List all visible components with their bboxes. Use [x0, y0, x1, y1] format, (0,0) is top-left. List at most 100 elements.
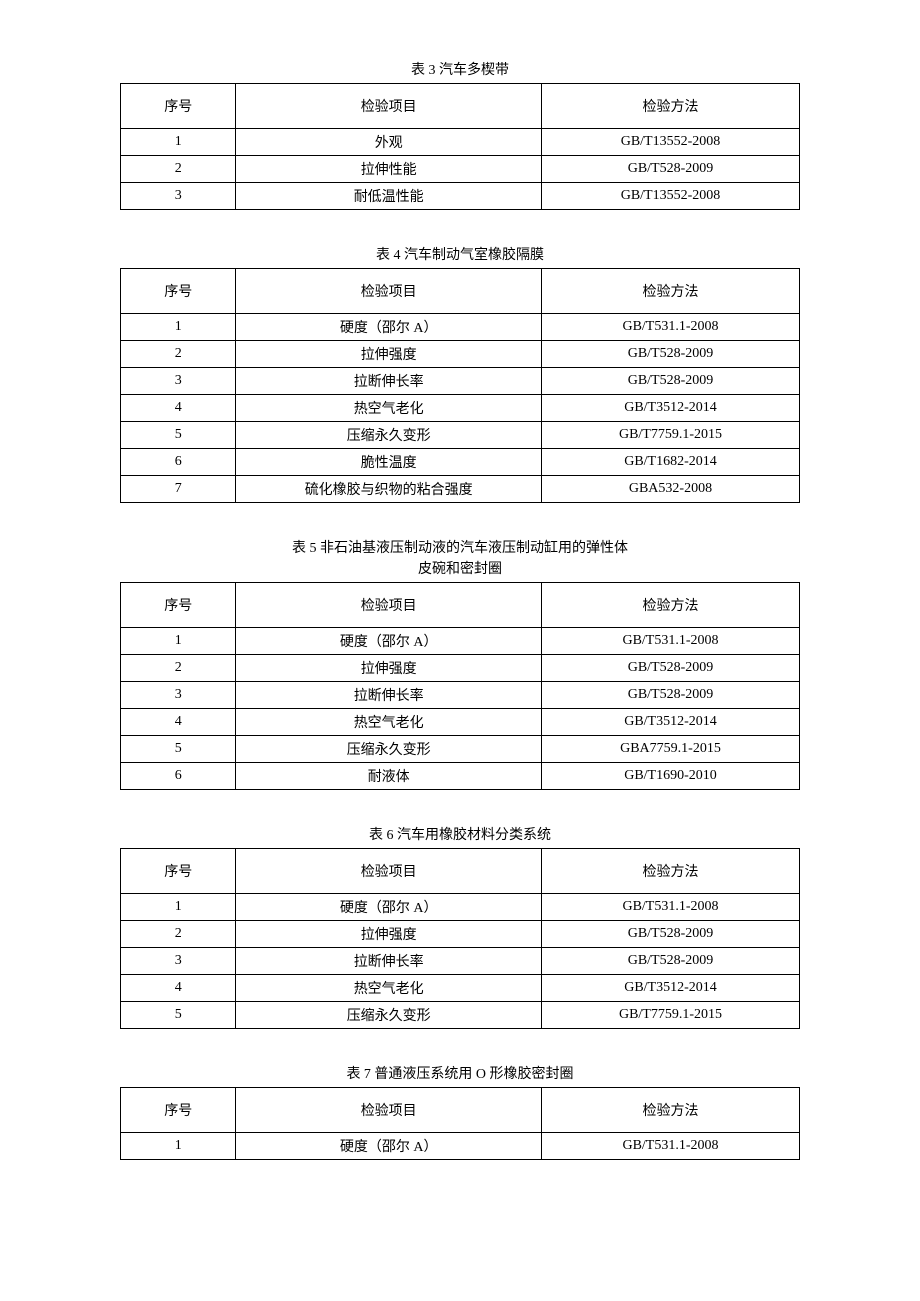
header-item: 检验项目: [236, 583, 542, 628]
table-row: 3拉断伸长率GB/T528-2009: [121, 368, 800, 395]
table-header-row: 序号检验项目检验方法: [121, 583, 800, 628]
cell-method: GB/T13552-2008: [541, 129, 799, 156]
cell-seq: 3: [121, 183, 236, 210]
cell-seq: 2: [121, 655, 236, 682]
cell-item: 拉断伸长率: [236, 368, 542, 395]
table-row: 2拉伸强度GB/T528-2009: [121, 341, 800, 368]
table-row: 1硬度（邵尔 A）GB/T531.1-2008: [121, 1133, 800, 1160]
cell-method: GB/T531.1-2008: [541, 314, 799, 341]
cell-item: 热空气老化: [236, 709, 542, 736]
table-header-row: 序号检验项目检验方法: [121, 1088, 800, 1133]
cell-method: GB/T531.1-2008: [541, 1133, 799, 1160]
table-header-row: 序号检验项目检验方法: [121, 849, 800, 894]
table-header-row: 序号检验项目检验方法: [121, 269, 800, 314]
cell-method: GB/T13552-2008: [541, 183, 799, 210]
cell-seq: 4: [121, 395, 236, 422]
cell-seq: 1: [121, 129, 236, 156]
table-row: 5压缩永久变形GBA7759.1-2015: [121, 736, 800, 763]
data-table: 序号检验项目检验方法1硬度（邵尔 A）GB/T531.1-2008: [120, 1087, 800, 1160]
cell-method: GB/T528-2009: [541, 655, 799, 682]
cell-item: 拉伸性能: [236, 156, 542, 183]
table-group-3: 表 6 汽车用橡胶材料分类系统序号检验项目检验方法1硬度（邵尔 A）GB/T53…: [120, 825, 800, 1029]
cell-seq: 7: [121, 476, 236, 503]
table-row: 6耐液体GB/T1690-2010: [121, 763, 800, 790]
cell-method: GB/T1682-2014: [541, 449, 799, 476]
cell-method: GB/T1690-2010: [541, 763, 799, 790]
table-row: 3耐低温性能GB/T13552-2008: [121, 183, 800, 210]
table-title: 表 3 汽车多楔带: [120, 60, 800, 81]
cell-seq: 5: [121, 422, 236, 449]
table-row: 5压缩永久变形GB/T7759.1-2015: [121, 1002, 800, 1029]
cell-item: 外观: [236, 129, 542, 156]
cell-item: 拉断伸长率: [236, 682, 542, 709]
cell-method: GB/T3512-2014: [541, 709, 799, 736]
header-method: 检验方法: [541, 1088, 799, 1133]
cell-item: 拉伸强度: [236, 341, 542, 368]
cell-seq: 5: [121, 1002, 236, 1029]
header-item: 检验项目: [236, 1088, 542, 1133]
table-header-row: 序号检验项目检验方法: [121, 84, 800, 129]
table-title: 表 4 汽车制动气室橡胶隔膜: [120, 245, 800, 266]
table-row: 2拉伸性能GB/T528-2009: [121, 156, 800, 183]
table-title: 表 7 普通液压系统用 O 形橡胶密封圈: [120, 1064, 800, 1085]
header-method: 检验方法: [541, 269, 799, 314]
data-table: 序号检验项目检验方法1外观GB/T13552-20082拉伸性能GB/T528-…: [120, 83, 800, 210]
table-group-4: 表 7 普通液压系统用 O 形橡胶密封圈序号检验项目检验方法1硬度（邵尔 A）G…: [120, 1064, 800, 1160]
table-row: 1硬度（邵尔 A）GB/T531.1-2008: [121, 628, 800, 655]
table-row: 1外观GB/T13552-2008: [121, 129, 800, 156]
table-row: 6脆性温度GB/T1682-2014: [121, 449, 800, 476]
cell-seq: 2: [121, 921, 236, 948]
cell-seq: 4: [121, 975, 236, 1002]
cell-item: 硬度（邵尔 A）: [236, 314, 542, 341]
cell-item: 硬度（邵尔 A）: [236, 894, 542, 921]
table-row: 3拉断伸长率GB/T528-2009: [121, 948, 800, 975]
table-row: 4热空气老化GB/T3512-2014: [121, 395, 800, 422]
header-seq: 序号: [121, 1088, 236, 1133]
header-method: 检验方法: [541, 84, 799, 129]
table-group-1: 表 4 汽车制动气室橡胶隔膜序号检验项目检验方法1硬度（邵尔 A）GB/T531…: [120, 245, 800, 503]
cell-method: GB/T3512-2014: [541, 975, 799, 1002]
cell-seq: 1: [121, 1133, 236, 1160]
header-item: 检验项目: [236, 849, 542, 894]
cell-item: 热空气老化: [236, 395, 542, 422]
data-table: 序号检验项目检验方法1硬度（邵尔 A）GB/T531.1-20082拉伸强度GB…: [120, 582, 800, 790]
cell-method: GBA532-2008: [541, 476, 799, 503]
cell-seq: 1: [121, 314, 236, 341]
cell-item: 耐低温性能: [236, 183, 542, 210]
header-seq: 序号: [121, 583, 236, 628]
cell-item: 拉断伸长率: [236, 948, 542, 975]
cell-method: GB/T7759.1-2015: [541, 1002, 799, 1029]
header-item: 检验项目: [236, 84, 542, 129]
cell-item: 压缩永久变形: [236, 1002, 542, 1029]
header-method: 检验方法: [541, 849, 799, 894]
header-method: 检验方法: [541, 583, 799, 628]
cell-seq: 6: [121, 449, 236, 476]
table-title: 表 6 汽车用橡胶材料分类系统: [120, 825, 800, 846]
data-table: 序号检验项目检验方法1硬度（邵尔 A）GB/T531.1-20082拉伸强度GB…: [120, 848, 800, 1029]
cell-item: 压缩永久变形: [236, 736, 542, 763]
header-seq: 序号: [121, 849, 236, 894]
cell-item: 压缩永久变形: [236, 422, 542, 449]
table-group-2: 表 5 非石油基液压制动液的汽车液压制动缸用的弹性体皮碗和密封圈序号检验项目检验…: [120, 538, 800, 790]
cell-seq: 3: [121, 368, 236, 395]
cell-seq: 4: [121, 709, 236, 736]
cell-item: 拉伸强度: [236, 921, 542, 948]
cell-method: GB/T531.1-2008: [541, 628, 799, 655]
cell-item: 脆性温度: [236, 449, 542, 476]
cell-method: GBA7759.1-2015: [541, 736, 799, 763]
cell-method: GB/T528-2009: [541, 682, 799, 709]
cell-item: 耐液体: [236, 763, 542, 790]
cell-seq: 3: [121, 682, 236, 709]
table-row: 3拉断伸长率GB/T528-2009: [121, 682, 800, 709]
table-row: 2拉伸强度GB/T528-2009: [121, 655, 800, 682]
header-seq: 序号: [121, 269, 236, 314]
cell-seq: 1: [121, 894, 236, 921]
cell-seq: 1: [121, 628, 236, 655]
cell-method: GB/T531.1-2008: [541, 894, 799, 921]
cell-method: GB/T528-2009: [541, 921, 799, 948]
cell-seq: 5: [121, 736, 236, 763]
cell-seq: 2: [121, 156, 236, 183]
table-row: 1硬度（邵尔 A）GB/T531.1-2008: [121, 894, 800, 921]
cell-seq: 3: [121, 948, 236, 975]
header-item: 检验项目: [236, 269, 542, 314]
